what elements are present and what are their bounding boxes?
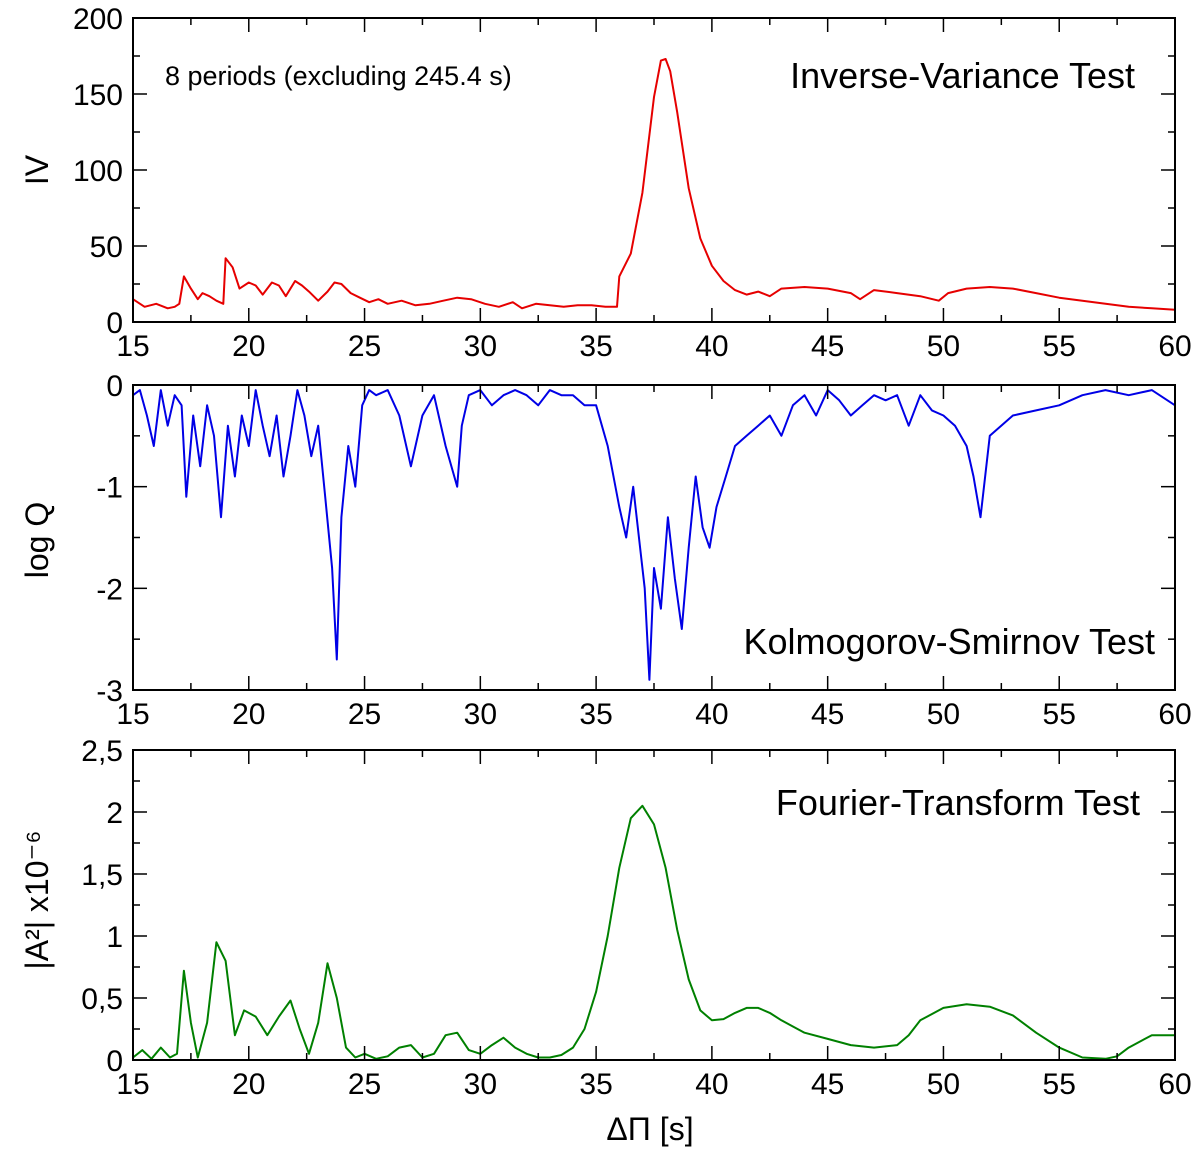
ft-ylabel: |A²| x10⁻⁶ (19, 830, 55, 969)
ks-ylabel: log Q (19, 502, 55, 578)
iv-ylabel: IV (19, 154, 55, 185)
iv-xtick-label: 60 (1158, 330, 1191, 363)
ft-panel: Fourier-Transform Test |A²| x10⁻⁶ ΔΠ [s]… (19, 735, 1192, 1147)
ks-title: Kolmogorov-Smirnov Test (744, 621, 1156, 662)
ks-panel: Kolmogorov-Smirnov Test log Q 15 20 25 30 35… (19, 370, 1192, 731)
ft-series-line (132, 804, 1175, 1060)
iv-series-line (132, 58, 1176, 311)
ks-xtick-label: 25 (348, 698, 381, 731)
ks-xtick-label: 55 (1043, 698, 1076, 731)
ft-xtick-label: 40 (695, 1068, 728, 1101)
iv-xtick-label: 20 (232, 330, 265, 363)
ks-xtick-label: 30 (464, 698, 497, 731)
ks-ytick-label: -3 (96, 675, 123, 708)
ft-ytick-label: 2,5 (81, 735, 123, 768)
ft-ytick-label: 1 (106, 921, 123, 954)
ft-xlabel: ΔΠ [s] (606, 1111, 693, 1147)
iv-panel: Inverse-Variance Test 8 periods (excludi… (19, 3, 1192, 363)
iv-title: Inverse-Variance Test (790, 55, 1135, 96)
iv-ytick-label: 200 (73, 3, 123, 36)
ft-title: Fourier-Transform Test (776, 782, 1140, 823)
iv-xtick-label: 50 (927, 330, 960, 363)
ks-xtick-label: 40 (695, 698, 728, 731)
ks-xtick-label: 45 (811, 698, 844, 731)
ft-ytick-label: 2 (106, 797, 123, 830)
ft-xtick-label: 55 (1043, 1068, 1076, 1101)
ft-ytick-label: 1,5 (81, 859, 123, 892)
ks-ytick-label: -1 (96, 472, 123, 505)
ks-ytick-label: -2 (96, 573, 123, 606)
ks-xtick-label: 35 (579, 698, 612, 731)
ft-xtick-label: 50 (927, 1068, 960, 1101)
iv-xtick-label: 55 (1043, 330, 1076, 363)
iv-xtick-label: 25 (348, 330, 381, 363)
ft-ytick-label: 0 (106, 1045, 123, 1078)
ft-xtick-label: 35 (579, 1068, 612, 1101)
ks-series-line (132, 389, 1176, 681)
ft-xtick-label: 30 (464, 1068, 497, 1101)
iv-ytick-label: 100 (73, 155, 123, 188)
ks-xtick-label: 50 (927, 698, 960, 731)
iv-ytick-label: 150 (73, 79, 123, 112)
ft-xtick-label: 60 (1158, 1068, 1191, 1101)
ft-xtick-label: 45 (811, 1068, 844, 1101)
ft-xtick-label: 25 (348, 1068, 381, 1101)
iv-ytick-label: 0 (106, 307, 123, 340)
ft-xtick-label: 20 (232, 1068, 265, 1101)
ft-xtick-label: 15 (116, 1068, 149, 1101)
iv-xtick-label: 45 (811, 330, 844, 363)
ks-xtick-label: 60 (1158, 698, 1191, 731)
iv-xtick-label: 35 (579, 330, 612, 363)
iv-ytick-label: 50 (90, 231, 123, 264)
iv-xtick-label: 15 (116, 330, 149, 363)
iv-xtick-label: 30 (464, 330, 497, 363)
ks-ytick-label: 0 (106, 370, 123, 403)
ks-xtick-label: 20 (232, 698, 265, 731)
iv-xtick-label: 40 (695, 330, 728, 363)
ks-xtick-label: 15 (116, 698, 149, 731)
ft-ytick-label: 0,5 (81, 983, 123, 1016)
iv-annotation: 8 periods (excluding 245.4 s) (165, 61, 512, 91)
